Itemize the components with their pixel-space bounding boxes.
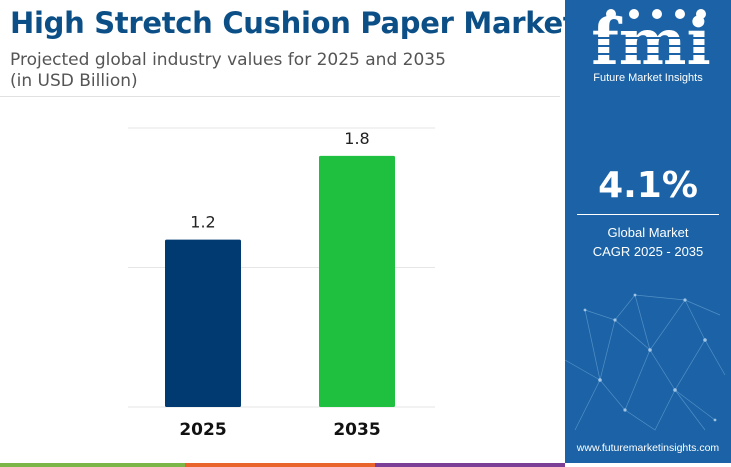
website-link[interactable]: www.futuremarketinsights.com (576, 442, 720, 454)
value-label-2025: 1.2 (190, 213, 215, 232)
network-decoration (565, 293, 726, 431)
bottom-stripe-1 (0, 463, 185, 467)
value-label-2035: 1.8 (344, 129, 369, 148)
cagr-value: 4.1% (598, 165, 698, 206)
chart-subtitle: Projected global industry values for 202… (10, 50, 446, 92)
bottom-stripe-3 (375, 463, 565, 467)
subtitle-line-1: Projected global industry values for 202… (10, 50, 446, 70)
bar-chart: 1.2 2025 1.8 2035 (128, 127, 435, 440)
logo-text: Future Market Insights (593, 72, 703, 84)
subtitle-line-2: (in USD Billion) (10, 71, 138, 91)
bar-2025 (165, 239, 241, 407)
chart-title: High Stretch Cushion Paper Market (10, 6, 577, 40)
chart-labels: 1.2 2025 1.8 2035 (179, 129, 380, 440)
cagr-label-line-1: Global Market (607, 225, 689, 240)
cagr-label-line-2: CAGR 2025 - 2035 (592, 244, 704, 259)
fmi-logo: fmi (589, 6, 713, 72)
cagr-label: Global Market CAGR 2025 - 2035 (565, 223, 731, 261)
x-tick-label-2025: 2025 (179, 420, 226, 440)
bar-2035 (319, 155, 395, 407)
side-divider (577, 214, 719, 215)
x-tick-label-2035: 2035 (333, 420, 380, 440)
side-panel: fmi Future Market Insights 4.1% Global M… (565, 0, 731, 463)
chart-bars (165, 155, 395, 407)
bottom-stripe-2 (185, 463, 375, 467)
header-divider (0, 96, 560, 97)
